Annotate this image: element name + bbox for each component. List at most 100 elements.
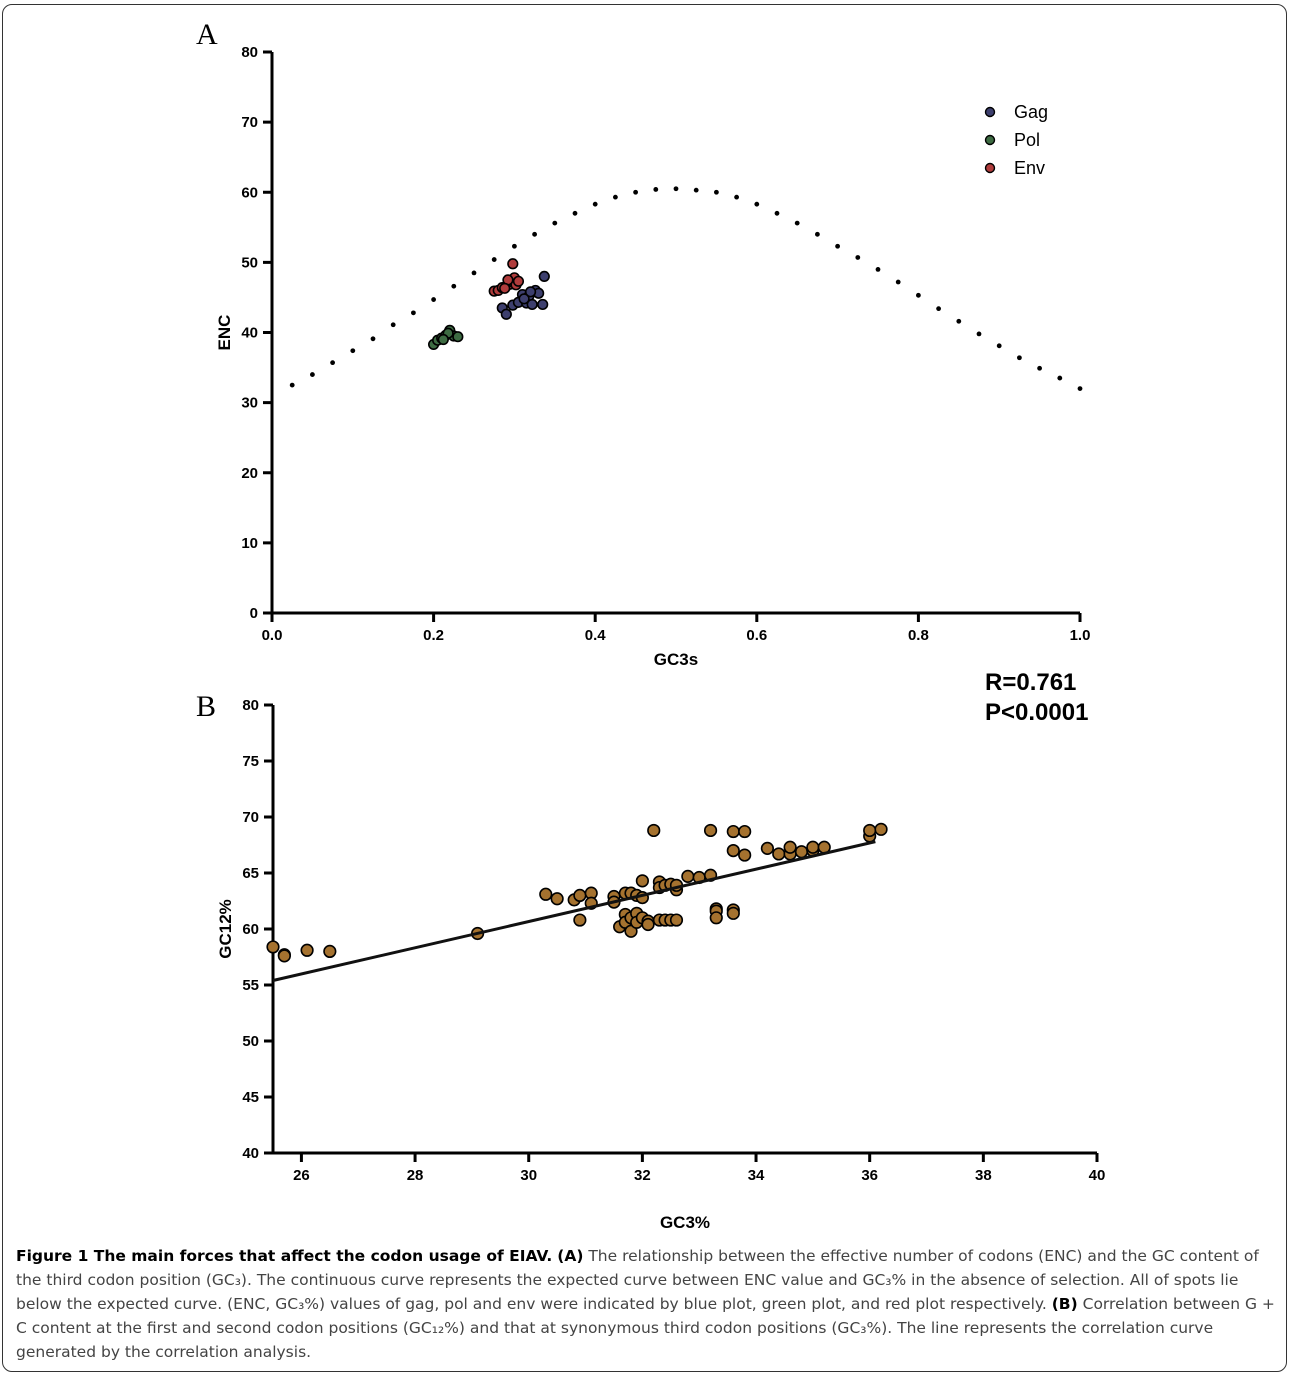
expected-curve-dot	[774, 210, 780, 216]
panel-b-letter: B	[196, 690, 216, 723]
expected-curve-dot	[734, 194, 739, 200]
caption-b-text: Correlation between G + C content at the…	[16, 1295, 1275, 1361]
y-tick-label: 65	[242, 865, 259, 882]
y-tick-label: 80	[242, 697, 259, 714]
gag-point	[518, 293, 530, 305]
figure-caption: Figure 1 The main forces that affect the…	[16, 1244, 1278, 1364]
caption-a-text: The relationship between the effective n…	[16, 1247, 1259, 1313]
data-point	[726, 824, 740, 839]
x-tick-label: 0.4	[585, 627, 607, 644]
x-tick-label: 38	[975, 1167, 992, 1184]
expected-curve-dot	[330, 360, 335, 366]
gag-point	[500, 308, 512, 320]
expected-curve-dot	[289, 382, 295, 388]
y-tick-label: 60	[242, 921, 259, 938]
expected-curve-dot	[794, 220, 800, 226]
regression-line	[272, 840, 876, 982]
p-value-label: P<0.0001	[985, 699, 1088, 726]
x-tick-label: 30	[520, 1167, 537, 1184]
expected-curve-dot	[512, 243, 517, 249]
expected-curve-dot	[855, 255, 861, 260]
expected-curve-dot	[451, 283, 457, 289]
y-tick-label: 70	[241, 114, 258, 131]
legend-marker-gag	[984, 106, 996, 118]
expected-curve-dot	[875, 266, 881, 272]
expected-curve-dot	[815, 231, 820, 237]
data-point	[806, 840, 820, 854]
data-point	[703, 823, 718, 838]
caption-title: Figure 1 The main forces that affect the…	[16, 1247, 553, 1265]
expected-curve-dot	[714, 189, 719, 195]
expected-curve-dot	[350, 348, 356, 354]
gag-point	[538, 270, 550, 283]
data-point	[323, 944, 337, 959]
expected-curve-dot	[1037, 365, 1042, 371]
caption-b-tag: (B)	[1051, 1295, 1078, 1313]
panel-b-chart: 40 45 50 55 60 65 70 75 80 26 28 30 32 34 36 38 40 GC3% GC…	[216, 669, 1105, 1232]
expected-curve-dot	[976, 331, 982, 337]
expected-curve-dot	[390, 322, 396, 328]
data-point	[772, 847, 786, 861]
y-axis-title: GC12%	[216, 899, 235, 959]
x-axis-title: GC3s	[654, 650, 698, 669]
x-tick-label: 32	[634, 1167, 651, 1184]
pol-point	[437, 333, 449, 346]
data-point	[539, 887, 553, 901]
expected-curve-dot	[693, 187, 699, 193]
data-point	[641, 917, 655, 932]
y-tick-label: 45	[242, 1089, 259, 1106]
y-tick-label: 60	[241, 184, 258, 201]
data-point	[709, 911, 723, 925]
expected-curve-dot	[1017, 355, 1022, 361]
y-tick-label: 20	[241, 465, 258, 482]
expected-curve-dot	[613, 194, 618, 200]
gag-point	[537, 298, 549, 311]
expected-curve-dot	[592, 201, 598, 207]
gag-point	[526, 298, 538, 311]
x-tick-label: 34	[748, 1167, 765, 1184]
y-axis-title: ENC	[215, 315, 234, 351]
y-tick-label: 70	[242, 809, 259, 826]
data-point	[550, 892, 564, 906]
data-point	[277, 949, 291, 963]
y-tick-label: 55	[242, 977, 259, 994]
y-tick-label: 10	[241, 535, 258, 552]
data-point	[863, 823, 877, 838]
data-point	[726, 906, 740, 920]
expected-curve-dot	[633, 189, 638, 195]
expected-curve-dot	[532, 231, 537, 237]
x-tick-label: 0.8	[908, 627, 929, 644]
x-axis-title: GC3%	[660, 1213, 710, 1232]
data-point	[760, 841, 775, 855]
gag-point	[524, 286, 537, 298]
expected-curve-dot	[471, 270, 477, 276]
figure-frame	[2, 4, 1287, 1372]
expected-curve-dot	[653, 187, 659, 192]
expected-curve-dot	[370, 336, 376, 342]
data-point	[726, 843, 740, 858]
expected-curve-dot	[572, 210, 578, 216]
data-point	[783, 840, 797, 854]
data-point	[647, 823, 661, 838]
y-tick-label: 40	[241, 325, 258, 342]
y-tick-label: 80	[241, 44, 258, 61]
caption-a-tag: (A)	[557, 1247, 584, 1265]
expected-curve-dot	[956, 318, 962, 324]
data-point	[669, 913, 684, 927]
y-tick-label: 50	[242, 1033, 259, 1050]
panel-a-chart: 0 10 20 30 40 50 60 70 80 0.0 0.2 0.4 0.6 0.8 1.0 GC3s E…	[215, 44, 1090, 669]
data-point	[300, 943, 314, 957]
expected-curve-dot	[895, 279, 901, 285]
expected-curve-dot	[754, 201, 760, 207]
legend-marker-env	[984, 162, 996, 174]
x-tick-label: 0.6	[746, 627, 767, 644]
legend-label-gag: Gag	[1014, 102, 1048, 122]
expected-curve-dot	[552, 220, 558, 226]
y-tick-label: 30	[241, 395, 258, 412]
expected-curve-dot	[936, 306, 941, 312]
expected-curve-dot	[835, 243, 840, 249]
legend-marker-pol	[984, 134, 996, 146]
expected-curve-dot	[916, 292, 921, 298]
x-tick-label: 0.2	[423, 627, 444, 644]
